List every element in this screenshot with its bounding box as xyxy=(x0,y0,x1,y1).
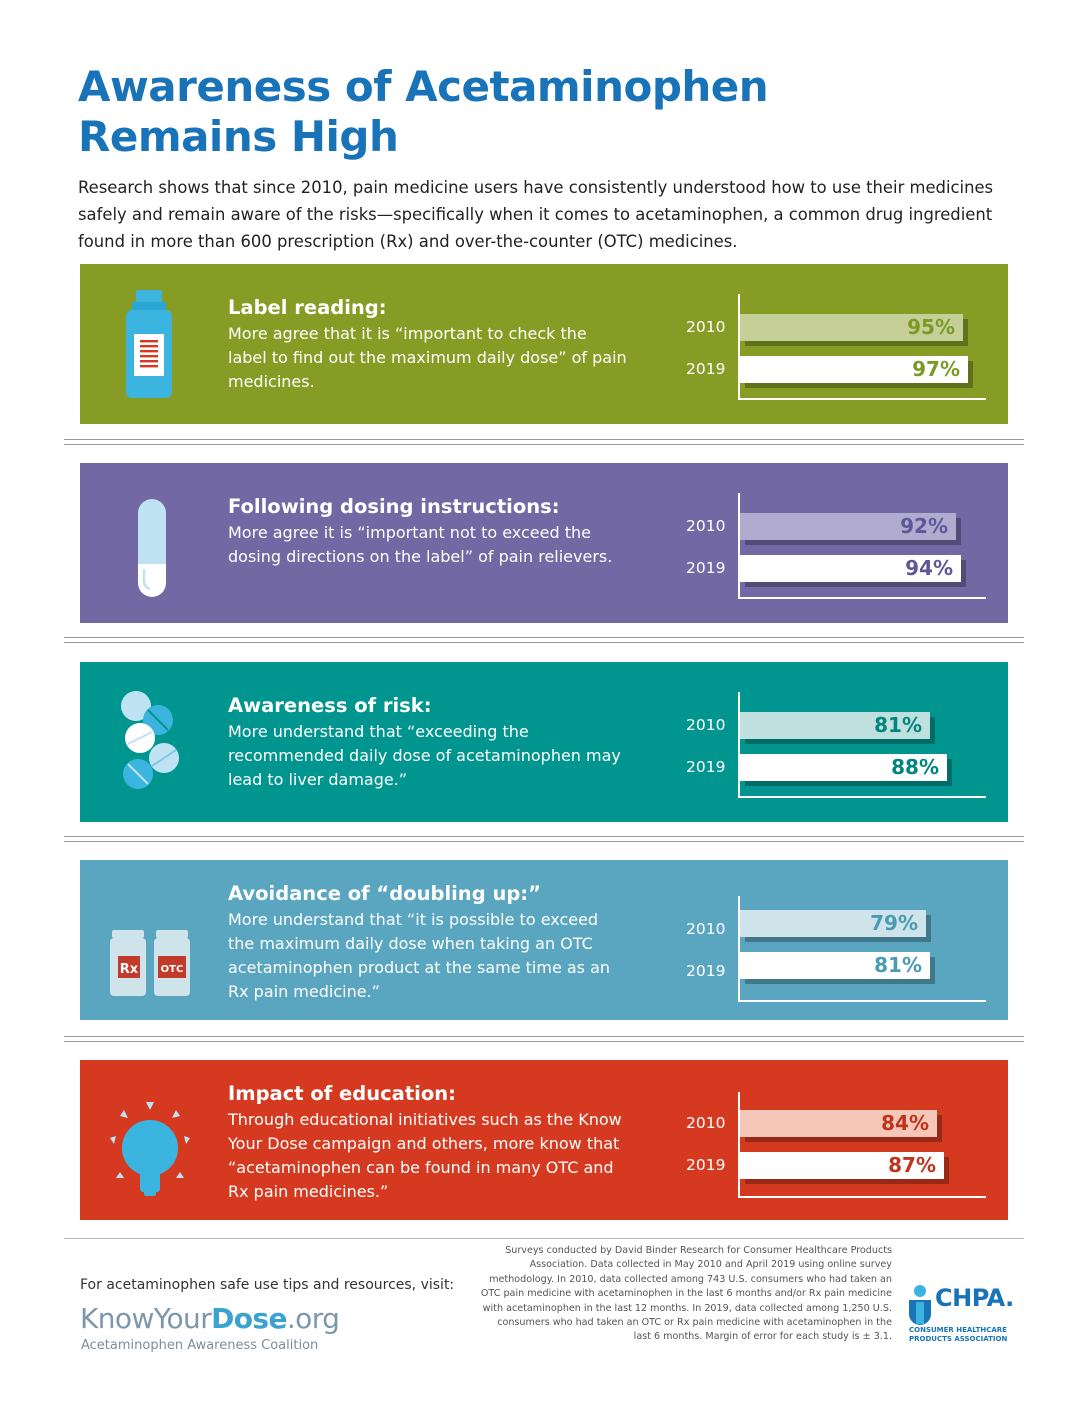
chart-doubling-up: 2010 2019 79% 81% xyxy=(680,896,990,1004)
divider xyxy=(64,439,1024,445)
rx-otc-bottles-icon: Rx OTC xyxy=(110,930,190,996)
chart-label-reading: 2010 2019 95% 97% xyxy=(680,294,990,402)
category-label-2010: 2010 xyxy=(686,1114,726,1132)
category-label-2010: 2010 xyxy=(686,716,726,734)
y-axis xyxy=(738,896,740,1002)
bar-2010: 95% xyxy=(740,314,963,341)
value-label-2019: 94% xyxy=(905,556,953,580)
panel-description: More understand that “it is possible to … xyxy=(228,910,611,1001)
y-axis xyxy=(738,493,740,599)
panel-title: Avoidance of “doubling up:” xyxy=(228,882,541,905)
category-label-2019: 2019 xyxy=(686,758,726,776)
panel-doubling-up: Rx OTC Avoidance of “doubling up:” More … xyxy=(80,860,1008,1020)
bar-2019: 97% xyxy=(740,356,968,383)
panel-awareness-of-risk: Awareness of risk: More understand that … xyxy=(80,662,1008,822)
category-label-2010: 2010 xyxy=(686,920,726,938)
bar-2010: 84% xyxy=(740,1110,937,1137)
x-axis xyxy=(738,1000,986,1002)
panel-title: Awareness of risk: xyxy=(228,694,432,717)
category-label-2010: 2010 xyxy=(686,517,726,535)
panel-title: Impact of education: xyxy=(228,1082,456,1105)
capsule-icon xyxy=(138,499,166,597)
x-axis xyxy=(738,1196,986,1198)
bar-2010: 81% xyxy=(740,712,930,739)
y-axis xyxy=(738,1092,740,1198)
value-label-2019: 88% xyxy=(891,755,939,779)
logo-prefix: KnowYour xyxy=(80,1302,212,1335)
intro-text: Research shows that since 2010, pain med… xyxy=(78,178,994,251)
category-label-2010: 2010 xyxy=(686,318,726,336)
panel-title: Following dosing instructions: xyxy=(228,495,560,518)
panel-description: More understand that “exceeding the reco… xyxy=(228,722,621,789)
chpa-logo: CHPA. CONSUMER HEALTHCARE PRODUCTS ASSOC… xyxy=(905,1280,1015,1360)
bar-2010: 92% xyxy=(740,513,956,540)
chpa-tagline: CONSUMER HEALTHCARE PRODUCTS ASSOCIATION xyxy=(909,1326,1008,1343)
bar-2010: 79% xyxy=(740,910,926,937)
know-your-dose-logo[interactable]: KnowYourDose.org xyxy=(80,1302,340,1335)
panel-description: More agree it is “important not to excee… xyxy=(228,523,613,566)
chpa-name: CHPA. xyxy=(935,1284,1014,1312)
bar-2019: 94% xyxy=(740,555,961,582)
category-label-2019: 2019 xyxy=(686,559,726,577)
bar-2019: 87% xyxy=(740,1152,944,1179)
panel-description: Through educational initiatives such as … xyxy=(228,1110,622,1201)
chart-dosing-instructions: 2010 2019 92% 94% xyxy=(680,493,990,601)
title-line-2: Remains High xyxy=(78,112,399,161)
divider xyxy=(64,836,1024,842)
light-bulb-icon xyxy=(110,1102,190,1196)
value-label-2010: 84% xyxy=(881,1111,929,1135)
x-axis xyxy=(738,398,986,400)
value-label-2019: 87% xyxy=(888,1153,936,1177)
logo-tagline: Acetaminophen Awareness Coalition xyxy=(81,1338,319,1353)
x-axis xyxy=(738,796,986,798)
panel-label-reading: Label reading: More agree that it is “im… xyxy=(80,264,1008,424)
bar-2019: 88% xyxy=(740,754,947,781)
chart-awareness-of-risk: 2010 2019 81% 88% xyxy=(680,692,990,800)
value-label-2010: 81% xyxy=(874,713,922,737)
panel-description: More agree that it is “important to chec… xyxy=(228,324,627,391)
panel-title: Label reading: xyxy=(228,296,387,319)
page-title: Awareness of Acetaminophen Remains High xyxy=(78,62,978,162)
y-axis xyxy=(738,294,740,400)
bar-2019: 81% xyxy=(740,952,930,979)
logo-suffix: .org xyxy=(286,1302,340,1335)
x-axis xyxy=(738,597,986,599)
value-label-2010: 92% xyxy=(900,514,948,538)
otc-label: OTC xyxy=(161,964,184,975)
survey-footnote: Surveys conducted by David Binder Resear… xyxy=(480,1245,892,1343)
chart-impact-of-education: 2010 2019 84% 87% xyxy=(680,1092,990,1200)
category-label-2019: 2019 xyxy=(686,1156,726,1174)
title-line-1: Awareness of Acetaminophen xyxy=(78,62,769,111)
category-label-2019: 2019 xyxy=(686,962,726,980)
divider xyxy=(64,637,1024,643)
footer-visit-text: For acetaminophen safe use tips and reso… xyxy=(80,1277,455,1293)
tablets-icon xyxy=(121,691,179,789)
medicine-bottle-icon xyxy=(126,290,172,398)
chpa-figure-icon xyxy=(909,1285,931,1325)
rx-label: Rx xyxy=(120,962,139,977)
category-label-2019: 2019 xyxy=(686,360,726,378)
logo-bold: Dose xyxy=(211,1302,287,1335)
value-label-2019: 81% xyxy=(874,953,922,977)
value-label-2010: 79% xyxy=(870,911,918,935)
divider xyxy=(64,1036,1024,1042)
footer-divider xyxy=(64,1238,1024,1239)
y-axis xyxy=(738,692,740,798)
value-label-2019: 97% xyxy=(912,357,960,381)
panel-impact-of-education: Impact of education: Through educational… xyxy=(80,1060,1008,1220)
value-label-2010: 95% xyxy=(907,315,955,339)
panel-dosing-instructions: Following dosing instructions: More agre… xyxy=(80,463,1008,623)
